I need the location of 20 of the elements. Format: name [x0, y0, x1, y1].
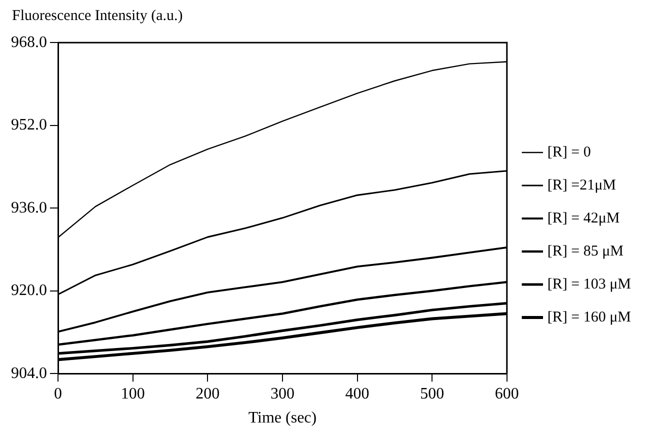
x-tick-label: 0: [54, 385, 62, 402]
y-tick-label: 936.0: [11, 199, 47, 216]
legend-label: [R] = 160 μM: [547, 309, 632, 326]
x-tick-label: 600: [494, 385, 519, 402]
legend-label: [R] = 85 μM: [547, 243, 624, 260]
legend-label: [R] = 103 μM: [547, 276, 632, 292]
x-tick-label: 400: [345, 385, 370, 402]
x-axis-title: Time (sec): [248, 410, 317, 427]
x-tick-label: 500: [420, 385, 444, 402]
x-tick-label: 300: [270, 385, 294, 402]
legend-label: [R] =21μM: [547, 177, 616, 194]
y-axis-title: Fluorescence Intensity (a.u.): [11, 8, 184, 26]
x-tick-label: 100: [120, 385, 145, 402]
x-tick-label: 200: [196, 385, 220, 402]
y-tick-label: 904.0: [11, 364, 47, 382]
y-tick-label: 968.0: [11, 34, 47, 51]
y-tick-label: 920.0: [11, 282, 47, 300]
legend-label: [R] = 42μM: [547, 210, 620, 226]
legend-label: [R] = 0: [547, 144, 591, 160]
y-tick-label: 952.0: [11, 116, 47, 134]
